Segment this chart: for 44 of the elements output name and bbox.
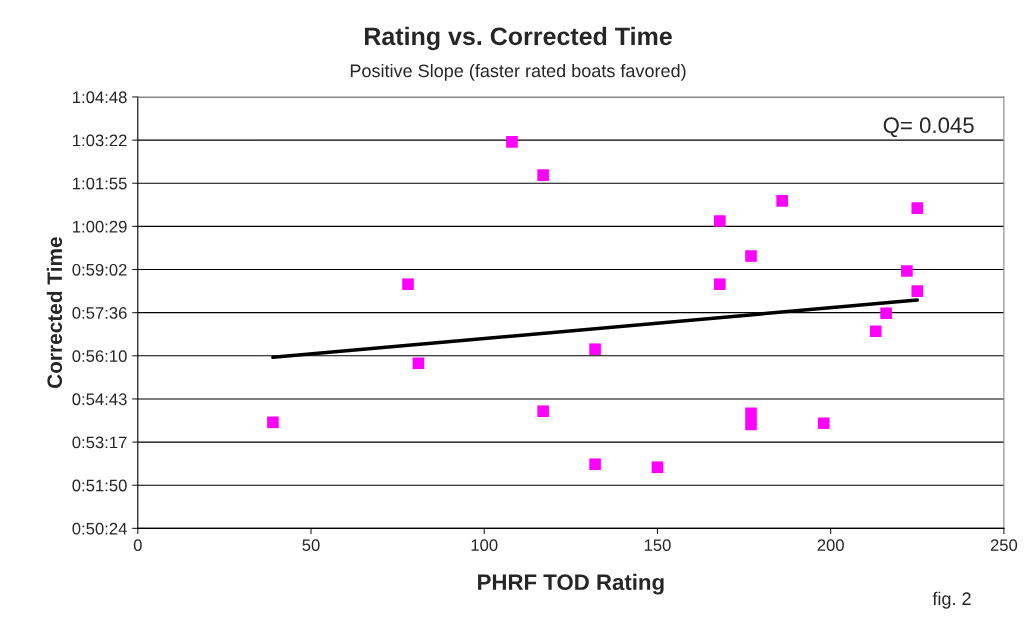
point	[911, 285, 924, 297]
point	[776, 195, 788, 207]
point	[911, 202, 924, 214]
point	[537, 169, 549, 181]
point	[745, 418, 757, 431]
y-tick-label: 1:03:22	[73, 134, 127, 147]
point	[713, 278, 726, 290]
chart-subtitle: Positive Slope (faster rated boats favored)	[350, 63, 686, 81]
chart-title: Rating vs. Corrected Time	[365, 26, 672, 51]
y-tick-label: 0:57:36	[72, 307, 127, 319]
x-tick-label: 200	[817, 539, 844, 552]
y-tick-label: 0:54:43	[72, 393, 127, 406]
y-tick-label: 0:59:02	[72, 263, 127, 276]
x-tick-label: 150	[644, 539, 671, 552]
y-tick-label: 1:00:29	[73, 220, 127, 233]
point	[869, 325, 882, 338]
x-tick-label: 50	[302, 539, 320, 552]
point	[506, 136, 518, 148]
caption: fig. 2	[932, 591, 971, 609]
y-tick-label: 0:53:17	[72, 436, 127, 449]
x-tick-label: 100	[471, 539, 498, 552]
y-axis-title: Corrected Time	[46, 237, 63, 389]
point	[589, 343, 601, 356]
point	[267, 416, 279, 429]
point	[402, 278, 414, 290]
point	[745, 250, 757, 262]
x-tick-label: 0	[133, 539, 142, 552]
y-tick-label: 0:51:50	[72, 479, 127, 492]
point	[537, 405, 549, 418]
y-tick-label: 1:01:55	[73, 177, 127, 190]
y-tick-label: 1:04:48	[73, 91, 127, 104]
point	[651, 461, 664, 474]
point	[880, 307, 892, 320]
point	[745, 407, 757, 420]
y-tick-label: 0:50:24	[72, 522, 127, 535]
point	[901, 265, 913, 277]
x-tick-label: 250	[990, 539, 1018, 552]
point	[817, 417, 830, 430]
point	[713, 215, 726, 227]
point	[589, 458, 601, 471]
point	[412, 357, 425, 370]
y-tick-label: 0:56:10	[72, 350, 127, 362]
x-axis-title: PHRF TOD Rating	[478, 573, 664, 595]
annotation: Q= 0.045	[883, 117, 974, 138]
